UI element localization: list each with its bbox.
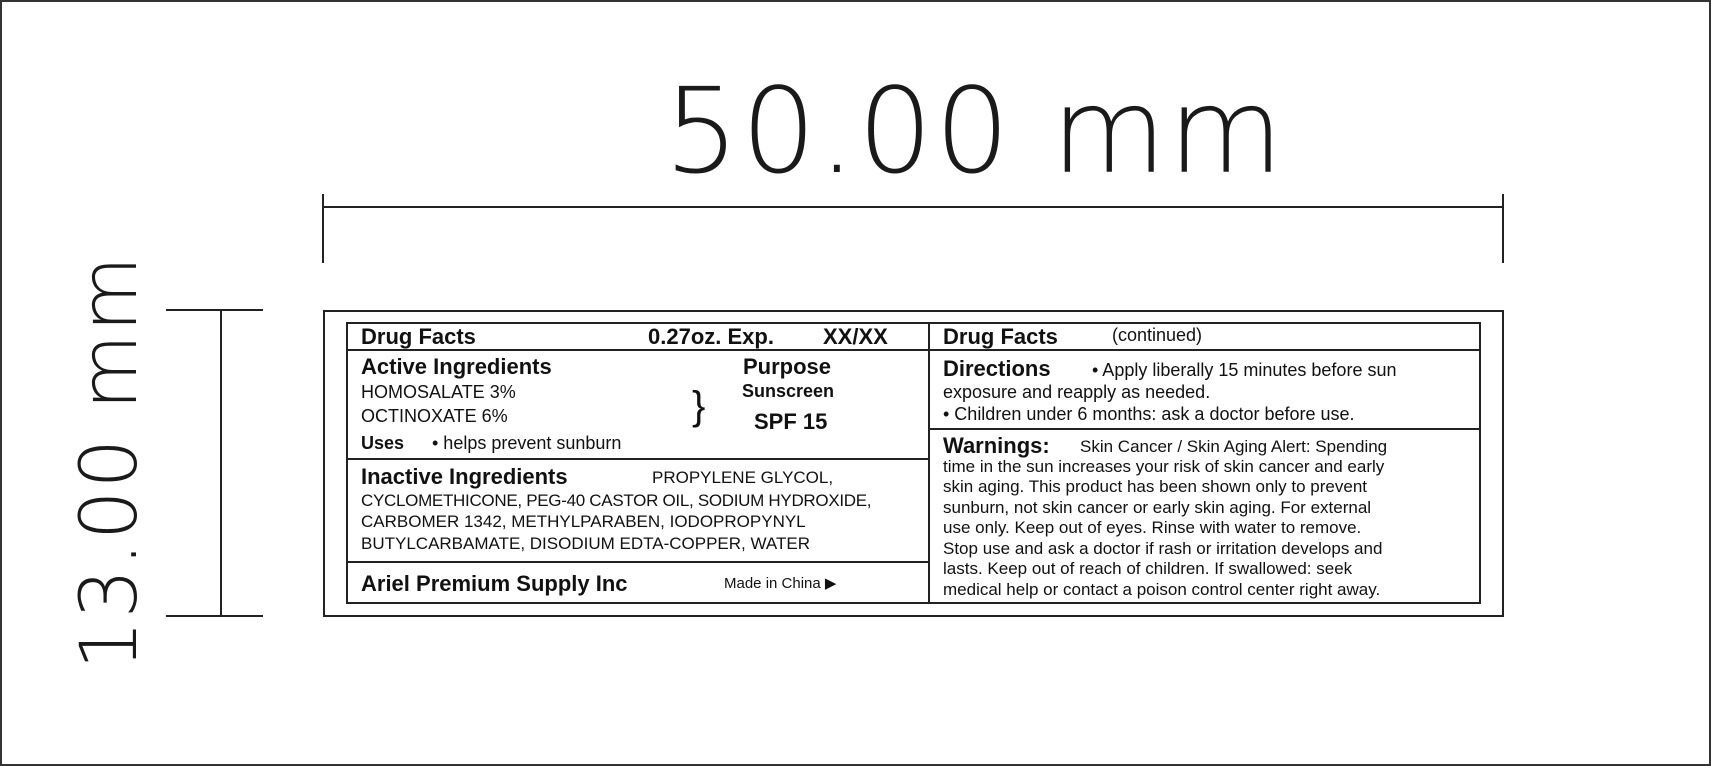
- inactive-text: PROPYLENE GLYCOL,: [652, 468, 834, 487]
- play-triangle-icon: ▶: [824, 575, 837, 592]
- directions-text: • Children under 6 months: ask a doctor …: [943, 404, 1355, 424]
- uses-text: • helps prevent sunburn: [432, 433, 622, 453]
- directions-text: • Apply liberally 15 minutes before sun: [1092, 360, 1397, 380]
- height-dimension-tick-bottom: [166, 615, 263, 617]
- warnings-text: lasts. Keep out of reach of children. If…: [943, 559, 1353, 578]
- inactive-text: CYCLOMETHICONE, PEG-40 CASTOR OIL, SODIU…: [361, 491, 872, 510]
- purpose-heading: Purpose: [743, 354, 832, 379]
- width-dimension-label: 50.00 mm: [664, 62, 1286, 200]
- inactive-text: CARBOMER 1342, METHYLPARABEN, IODOPROPYN…: [361, 512, 806, 531]
- inactive-ingredients-heading: Inactive Ingredients: [361, 464, 568, 489]
- warnings-text: time in the sun increases your risk of s…: [943, 457, 1385, 476]
- width-dimension-line: [323, 206, 1504, 208]
- warnings-text: medical help or contact a poison control…: [943, 580, 1381, 599]
- warnings-text: Skin Cancer / Skin Aging Alert: Spending: [1080, 437, 1388, 456]
- warnings-text: skin aging. This product has been shown …: [943, 477, 1368, 496]
- net-weight-exp: 0.27oz. Exp.: [648, 324, 774, 349]
- active-ingredient: HOMOSALATE 3%: [361, 382, 516, 402]
- continued-label: (continued): [1112, 325, 1203, 345]
- inactive-text: BUTYLCARBAMATE, DISODIUM EDTA-COPPER, WA…: [361, 534, 810, 553]
- spf-value: SPF 15: [754, 409, 828, 434]
- company-name: Ariel Premium Supply Inc: [361, 571, 628, 596]
- width-dimension-tick-right: [1502, 194, 1504, 263]
- drug-facts-title: Drug Facts: [361, 324, 476, 349]
- active-divider: [346, 458, 929, 460]
- active-ingredient: OCTINOXATE 6%: [361, 406, 508, 426]
- label-inner-border: [346, 322, 1481, 604]
- label-outer-border: [323, 310, 1504, 617]
- height-dimension-tick-top: [166, 309, 263, 311]
- header-divider: [346, 349, 1481, 351]
- height-dimension-label: 13.00 mm: [65, 253, 155, 671]
- warnings-heading: Warnings:: [943, 433, 1050, 458]
- active-ingredients-heading: Active Ingredients: [361, 354, 552, 379]
- column-divider: [928, 322, 930, 604]
- uses-heading: Uses: [361, 433, 405, 453]
- purpose-value: Sunscreen: [742, 381, 835, 401]
- directions-divider: [928, 428, 1481, 430]
- height-dimension-line: [220, 310, 222, 617]
- width-dimension-tick-left: [322, 194, 324, 263]
- inactive-divider: [346, 561, 929, 563]
- warnings-text: use only. Keep out of eyes. Rinse with w…: [943, 518, 1362, 537]
- warnings-text: Stop use and ask a doctor if rash or irr…: [943, 539, 1383, 558]
- made-in-text: Made in China: [724, 575, 821, 592]
- brace-icon: }: [692, 384, 706, 428]
- directions-heading: Directions: [943, 356, 1051, 381]
- expiration-value: XX/XX: [823, 324, 888, 349]
- made-in-label: Made in China ▶: [724, 575, 837, 592]
- drug-facts-continued-title: Drug Facts: [943, 324, 1058, 349]
- directions-text: exposure and reapply as needed.: [943, 382, 1211, 402]
- warnings-text: sunburn, not skin cancer or early skin a…: [943, 498, 1372, 517]
